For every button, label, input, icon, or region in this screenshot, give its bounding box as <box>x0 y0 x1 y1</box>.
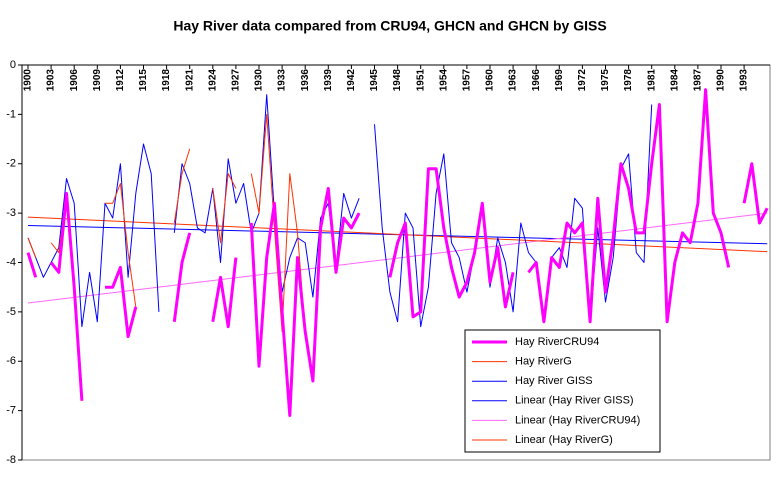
x-tick-label: 1978 <box>623 69 634 92</box>
x-tick-label: 1930 <box>254 69 265 92</box>
legend-label: Hay River GISS <box>515 375 593 387</box>
legend-box <box>464 329 661 453</box>
x-tick-label: 1939 <box>323 69 334 92</box>
trend-line <box>27 216 768 253</box>
x-tick-label: 1975 <box>600 69 611 92</box>
series-line <box>26 88 769 418</box>
legend: Hay RiverCRU94 Hay RiverG Hay River GISS Li… <box>464 329 661 453</box>
y-tick-label: -1 <box>6 108 16 120</box>
x-tick-label: 1951 <box>415 69 426 92</box>
y-tick-label: -2 <box>6 158 16 170</box>
x-tick-label: 1921 <box>184 69 195 92</box>
y-tick-label: -3 <box>6 207 16 219</box>
chart-title: Hay River data compared from CRU94, GHCN… <box>173 18 606 34</box>
y-tick-label: 0 <box>10 59 16 71</box>
x-tick-label: 1924 <box>207 69 218 92</box>
x-tick-label: 1987 <box>693 69 704 92</box>
x-tick-label: 1903 <box>46 69 57 92</box>
x-tick-label: 1993 <box>739 69 750 92</box>
x-tick-label: 1990 <box>716 69 727 92</box>
legend-label: Hay RiverG <box>515 356 572 368</box>
x-tick-label: 1963 <box>508 69 519 92</box>
x-tick-label: 1933 <box>277 69 288 92</box>
y-tick-label: -6 <box>6 355 16 367</box>
x-tick-label: 1972 <box>577 69 588 92</box>
legend-label: Linear (Hay River GISS) <box>515 395 634 407</box>
x-tick-label: 1918 <box>161 69 172 92</box>
x-tick-label: 1948 <box>392 69 403 92</box>
y-tick-label: -8 <box>6 454 16 466</box>
x-tick-label: 1960 <box>485 69 496 92</box>
x-tick-label: 1981 <box>646 69 657 92</box>
x-tick-label: 1966 <box>531 69 542 92</box>
legend-label: Hay RiverCRU94 <box>515 336 599 348</box>
x-tick-label: 1936 <box>300 69 311 92</box>
x-tick-label: 1900 <box>23 69 34 92</box>
x-tick-label: 1906 <box>69 69 80 92</box>
y-tick-label: -4 <box>6 256 16 268</box>
x-tick-label: 1942 <box>346 69 357 92</box>
x-tick-label: 1945 <box>369 69 380 92</box>
legend-label: Linear (Hay RiverCRU94) <box>515 414 640 426</box>
y-tick-label: -7 <box>6 405 16 417</box>
x-tick-label: 1912 <box>115 69 126 92</box>
y-tick-label: -5 <box>6 306 16 318</box>
legend-label: Linear (Hay RiverG) <box>515 434 613 446</box>
x-tick-label: 1954 <box>438 69 449 92</box>
x-tick-label: 1969 <box>554 69 565 92</box>
x-tick-label: 1957 <box>462 69 473 92</box>
x-tick-label: 1984 <box>669 69 680 92</box>
x-tick-label: 1927 <box>231 69 242 92</box>
x-tick-label: 1915 <box>138 69 149 92</box>
x-tick-label: 1909 <box>92 69 103 92</box>
